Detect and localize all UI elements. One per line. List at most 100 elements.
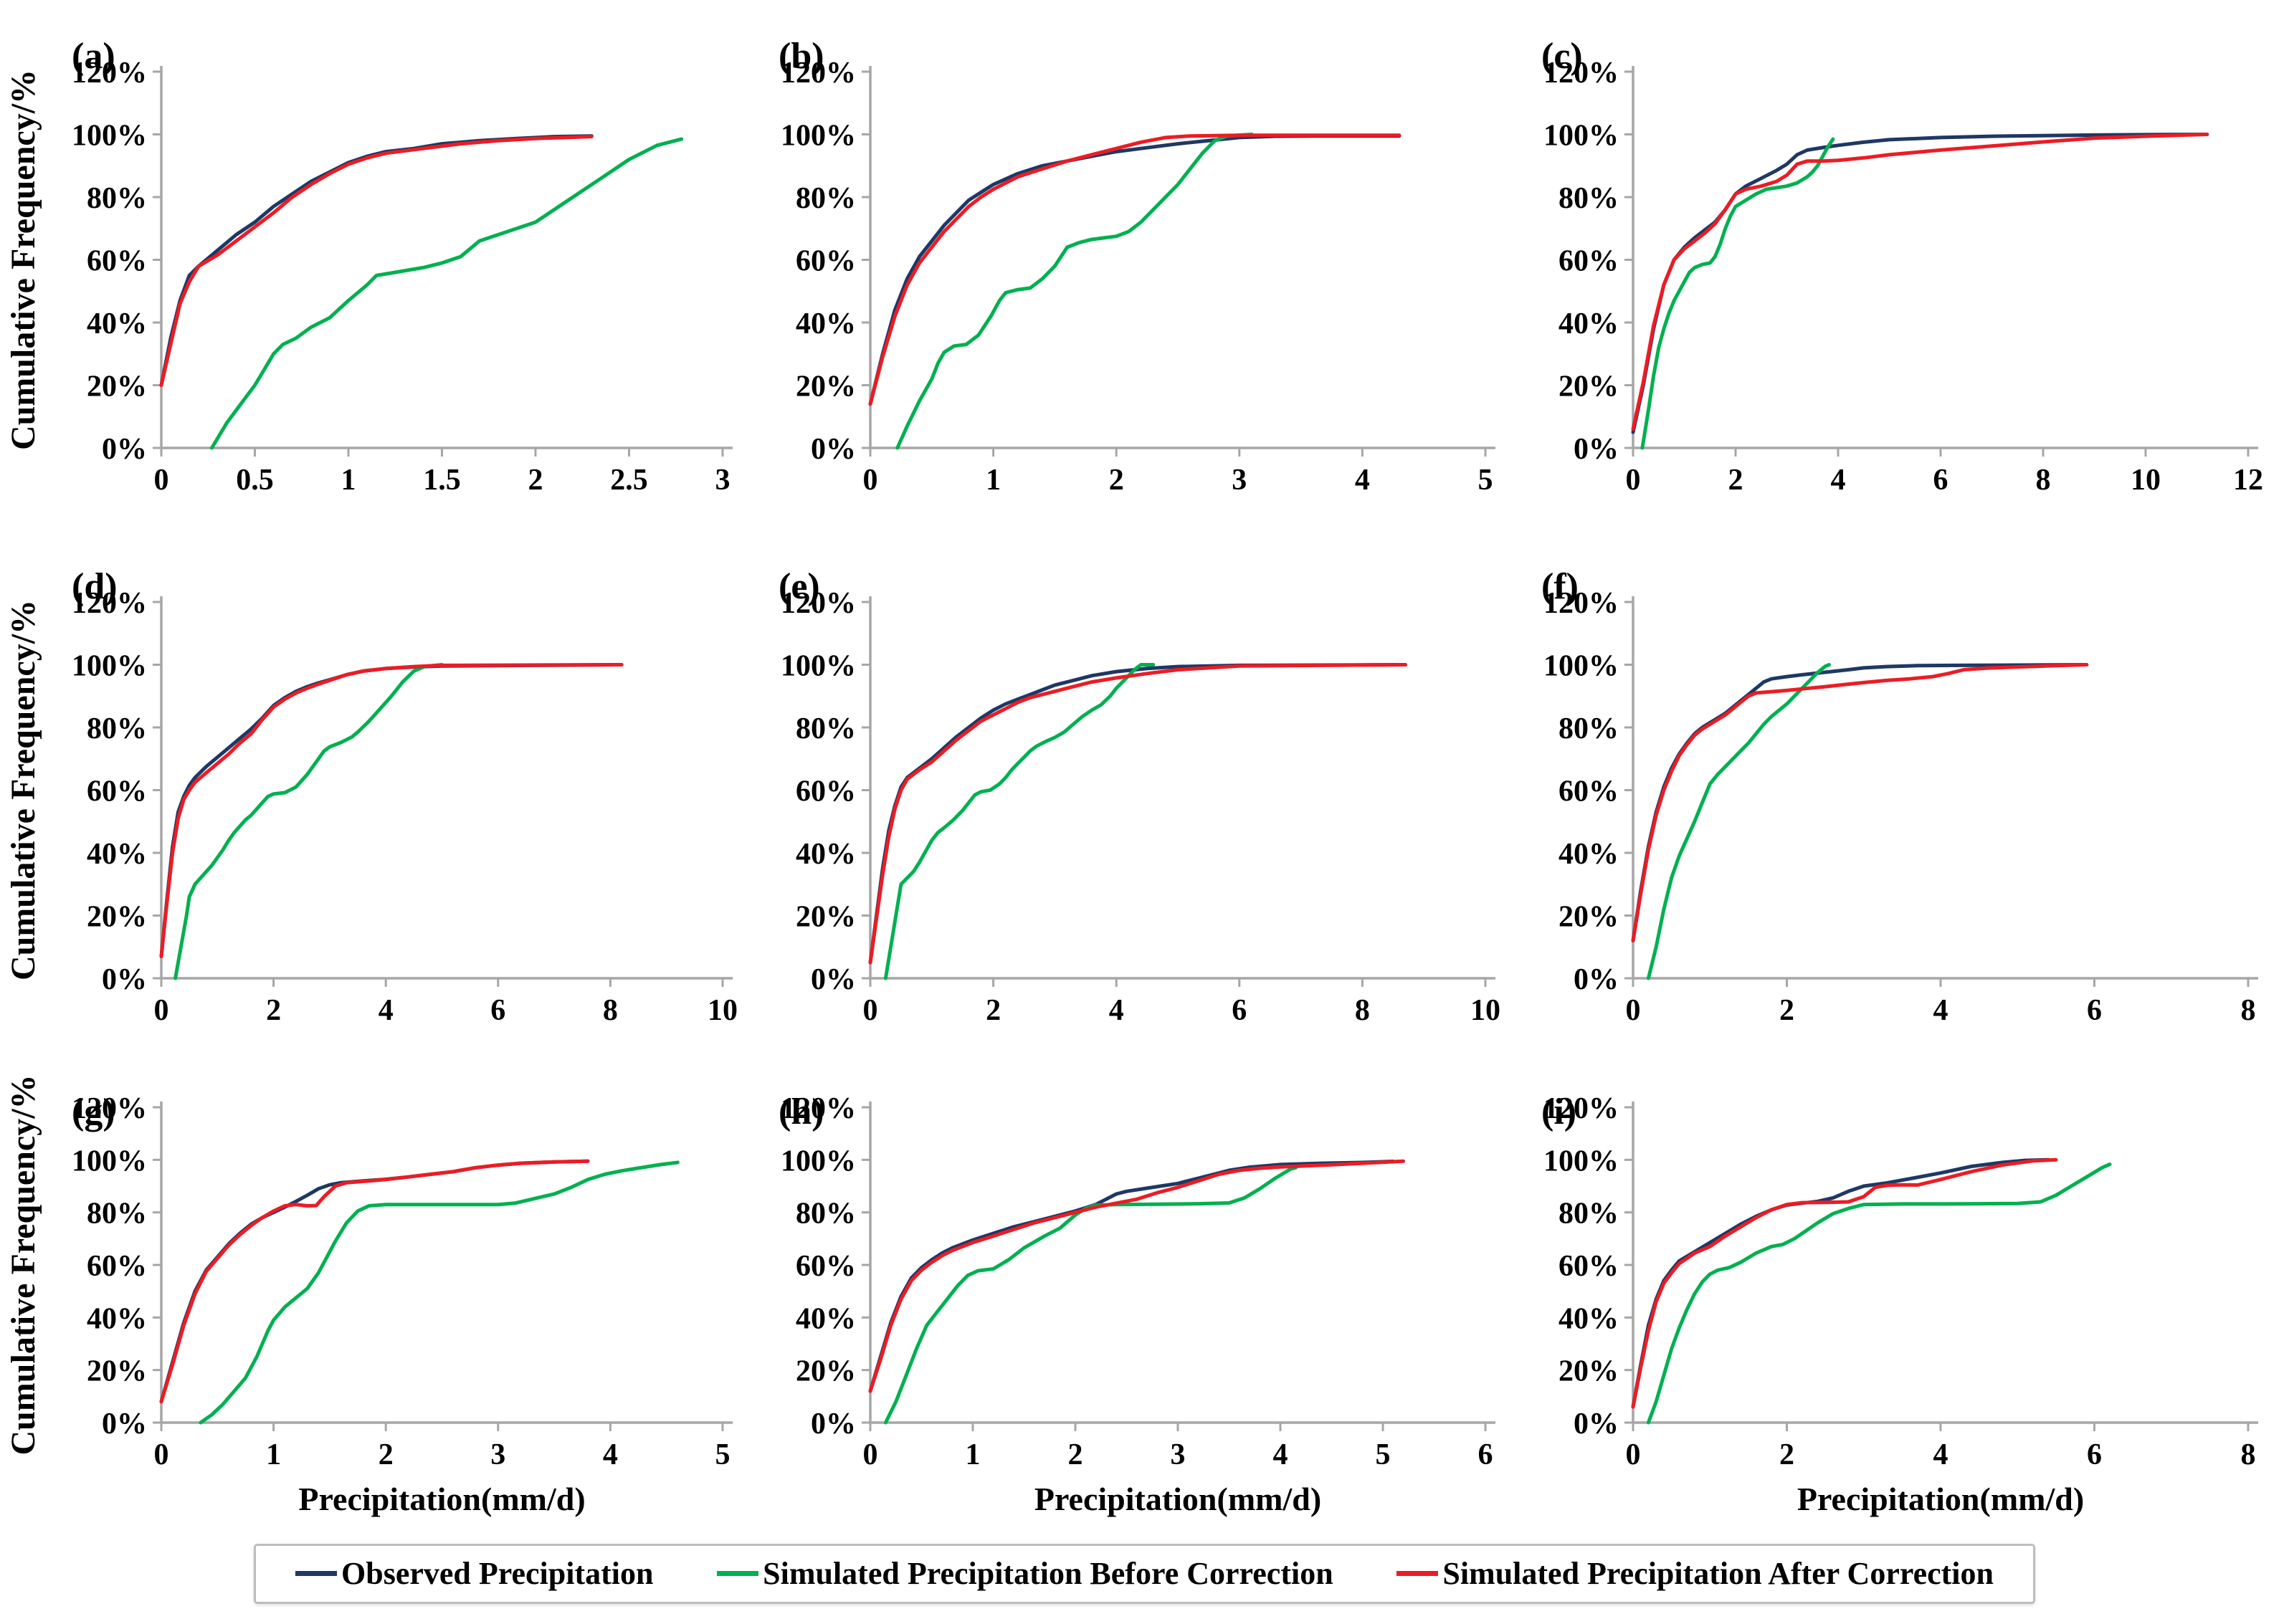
y-tick-label: 0% <box>811 433 856 466</box>
x-axis-title: Precipitation(mm/d) <box>1797 1481 2084 1517</box>
chart-svg-f: 0% 20% 40% 60% 80% 100% 120% 0 2 4 6 8 (f) <box>1541 566 2258 1027</box>
y-tick-label: 60% <box>87 775 147 808</box>
y-tick-label: 100% <box>781 120 856 153</box>
x-tick-label: 4 <box>1933 1438 1948 1471</box>
before-line <box>199 1160 680 1425</box>
x-tick-label: 2 <box>1779 1438 1794 1471</box>
x-tick-label: 0 <box>863 994 878 1027</box>
x-tick-label: 6 <box>1478 1438 1493 1471</box>
y-tick-label: 100% <box>72 1145 147 1178</box>
y-tick-label: 100% <box>72 120 147 153</box>
y-tick-label: 40% <box>796 838 856 871</box>
before-line <box>1646 1162 2112 1425</box>
y-tick-label: 20% <box>796 1355 856 1388</box>
x-tick-label: 6 <box>1933 464 1948 497</box>
x-tick-label: 0 <box>154 994 169 1027</box>
chart-panel-g: 0% 20% 40% 60% 80% 100% 120% 0 1 2 3 4 5 (g) Cumulativ… <box>0 1061 763 1523</box>
chart-panel-b: 0% 20% 40% 60% 80% 100% 120% 0 1 2 3 4 5 (b) <box>763 0 1526 530</box>
charts-grid: 0% 20% 40% 60% 80% 100% 120% 0 0.5 1 1.5 2 2.5 3 (a) Cu… <box>0 0 2288 1523</box>
y-tick-label: 20% <box>1558 371 1619 403</box>
y-tick-label: 40% <box>87 307 147 340</box>
y-tick-label: 60% <box>87 245 147 278</box>
x-tick-label: 2 <box>1068 1438 1083 1471</box>
y-tick-label: 120% <box>781 57 856 90</box>
x-tick-label: 8 <box>2036 464 2051 497</box>
y-tick-label: 80% <box>1558 182 1619 215</box>
panel-label: (b) <box>779 36 824 77</box>
x-tick-label: 5 <box>1376 1438 1391 1471</box>
x-tick-label: 0 <box>863 1438 878 1471</box>
y-tick-label: 60% <box>796 1250 856 1283</box>
y-tick-label: 20% <box>87 1355 147 1388</box>
x-axis-title: Precipitation(mm/d) <box>298 1481 585 1517</box>
y-tick-label: 100% <box>781 1145 856 1178</box>
after-line <box>159 663 624 958</box>
chart-panel-e: 0% 20% 40% 60% 80% 100% 120% 0 2 4 6 8 10 (e) <box>763 530 1526 1061</box>
chart-svg-d: 0% 20% 40% 60% 80% 100% 120% 0 2 4 6 8 10 (d) Cumulati… <box>4 566 738 1027</box>
x-tick-label: 4 <box>1933 994 1948 1027</box>
y-tick-label: 100% <box>1543 1145 1619 1178</box>
x-tick-label: 8 <box>1355 994 1370 1027</box>
y-tick-label: 80% <box>796 1198 856 1231</box>
observed-line <box>868 134 1402 406</box>
y-tick-label: 0% <box>102 963 147 996</box>
chart-panel-c: 0% 20% 40% 60% 80% 100% 120% 0 2 4 6 8 10 12 (c) <box>1526 0 2288 530</box>
panel-label: (c) <box>1541 36 1583 77</box>
x-tick-label: 4 <box>1831 464 1846 497</box>
y-tick-label: 100% <box>1543 650 1619 683</box>
y-tick-label: 60% <box>796 245 856 278</box>
x-axis-title: Precipitation(mm/d) <box>1034 1481 1321 1517</box>
y-tick-label: 80% <box>796 182 856 215</box>
y-axis-title: Cumulative Frequency/% <box>4 70 42 450</box>
y-tick-label: 40% <box>796 307 856 340</box>
panel-label: (g) <box>72 1092 115 1132</box>
panel-label: (d) <box>72 566 118 607</box>
panel-label: (f) <box>1541 566 1579 607</box>
y-tick-label: 80% <box>87 712 147 745</box>
y-tick-label: 80% <box>1558 1198 1619 1231</box>
x-tick-label: 8 <box>2241 994 2256 1027</box>
x-tick-label: 3 <box>490 1438 505 1471</box>
x-tick-label: 1 <box>341 464 356 497</box>
y-tick-label: 60% <box>1558 245 1619 278</box>
y-tick-label: 20% <box>796 901 856 934</box>
y-tick-label: 100% <box>72 650 147 683</box>
x-tick-label: 5 <box>715 1438 731 1471</box>
legend-box: Observed Precipitation Simulated Precipit… <box>254 1543 2035 1604</box>
x-tick-label: 0 <box>1626 994 1641 1027</box>
y-tick-label: 80% <box>87 1198 147 1231</box>
x-tick-label: 2.5 <box>610 464 648 497</box>
before-line-swatch <box>717 1571 759 1576</box>
legend-label-observed: Observed Precipitation <box>341 1556 654 1591</box>
chart-svg-h: 0% 20% 40% 60% 80% 100% 120% 0 1 2 3 4 5 6 (h) Precipit… <box>779 1092 1495 1517</box>
before-line <box>883 1165 1298 1425</box>
x-tick-label: 5 <box>1478 464 1493 497</box>
panel-label: (a) <box>72 36 115 77</box>
y-tick-label: 40% <box>1558 307 1619 340</box>
panel-label: (h) <box>779 1092 824 1132</box>
y-tick-label: 120% <box>72 587 147 620</box>
y-tick-label: 120% <box>781 587 856 620</box>
x-tick-label: 2 <box>528 464 543 497</box>
x-tick-label: 2 <box>379 1438 394 1471</box>
y-tick-label: 40% <box>87 838 147 871</box>
x-tick-label: 6 <box>490 994 505 1027</box>
y-tick-label: 80% <box>796 712 856 745</box>
y-tick-label: 40% <box>87 1302 147 1335</box>
before-line <box>1640 137 1835 450</box>
y-tick-label: 120% <box>1543 587 1619 620</box>
y-tick-label: 60% <box>1558 1250 1619 1283</box>
y-tick-label: 80% <box>1558 712 1619 745</box>
observed-line <box>159 663 624 958</box>
after-line <box>868 133 1402 406</box>
after-line <box>1631 133 2209 431</box>
after-line <box>868 663 1407 965</box>
x-tick-label: 3 <box>715 464 731 497</box>
y-tick-label: 40% <box>1558 1302 1619 1335</box>
chart-svg-a: 0% 20% 40% 60% 80% 100% 120% 0 0.5 1 1.5 2 2.5 3 (a) Cu… <box>4 36 733 497</box>
x-tick-label: 2 <box>1728 464 1743 497</box>
x-tick-label: 0 <box>154 464 169 497</box>
panel-label: (e) <box>779 566 820 607</box>
panel-label: (i) <box>1541 1092 1576 1132</box>
y-tick-label: 120% <box>1543 1092 1619 1125</box>
